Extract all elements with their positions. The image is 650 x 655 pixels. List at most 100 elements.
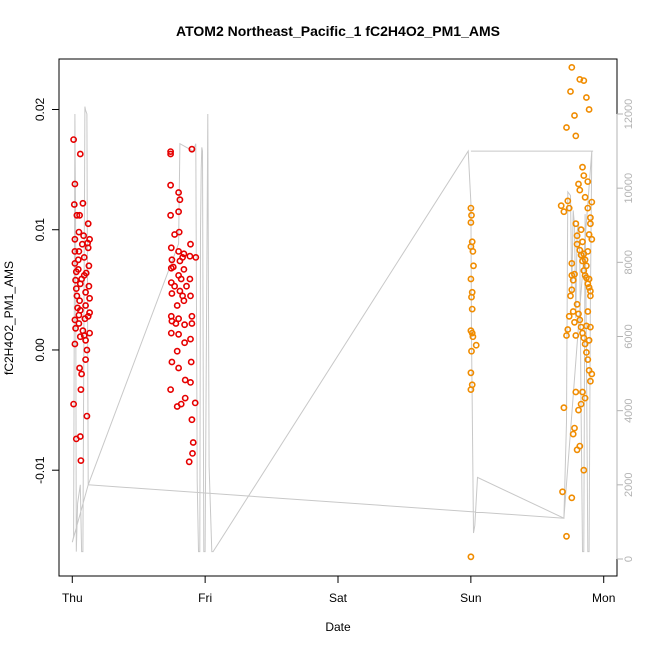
altitude-line-layer: [71, 106, 594, 553]
data-point: [585, 231, 593, 238]
data-point: [79, 327, 87, 335]
y-tick-label: -0.01: [33, 456, 47, 484]
data-point: [577, 226, 585, 234]
data-point: [78, 275, 85, 283]
data-point: [83, 412, 91, 420]
data-point: [189, 439, 197, 446]
data-point: [179, 253, 186, 261]
data-point: [79, 199, 87, 207]
data-point: [564, 326, 572, 333]
data-point: [173, 347, 181, 355]
data-point: [168, 256, 176, 264]
data-point: [187, 358, 195, 366]
data-point: [565, 204, 573, 212]
data-point: [557, 202, 565, 210]
data-point: [191, 399, 199, 407]
data-point: [80, 253, 88, 261]
data-point: [167, 150, 174, 158]
data-point: [181, 394, 189, 402]
data-point: [575, 406, 582, 414]
chart-title: ATOM2 Northeast_Pacific_1 fC2H4O2_PM1_AM…: [176, 23, 500, 39]
data-point: [76, 297, 83, 305]
data-point: [82, 356, 89, 363]
data-point: [575, 310, 582, 318]
data-point: [581, 256, 589, 264]
data-point: [180, 297, 188, 305]
data-point: [467, 275, 475, 283]
data-point: [565, 312, 573, 320]
y2-axis-right: 0 2000 4000 6000 8000 10000 12000: [616, 99, 635, 562]
x-axis-label: Date: [325, 620, 351, 634]
data-point: [186, 252, 194, 260]
data-point: [564, 197, 572, 205]
data-point: [467, 204, 475, 212]
data-point: [563, 532, 570, 540]
data-point: [572, 132, 580, 140]
data-point: [568, 64, 576, 71]
data-point: [569, 308, 577, 315]
data-point: [568, 494, 576, 502]
y2-tick-label: 0: [623, 556, 635, 562]
data-point: [78, 370, 85, 378]
data-point: [70, 136, 77, 143]
data-point: [167, 181, 174, 189]
y2-tick-label: 4000: [623, 398, 635, 422]
data-point: [73, 292, 81, 300]
data-point: [76, 150, 84, 158]
data-point: [86, 329, 93, 337]
data-point: [573, 232, 581, 240]
data-point: [167, 386, 174, 393]
data-point: [175, 208, 182, 216]
data-point: [585, 106, 593, 113]
data-point: [579, 163, 586, 171]
data-point: [71, 235, 79, 243]
data-point: [71, 340, 79, 348]
data-point: [584, 308, 592, 315]
x-axis: Thu Fri Sat Sun Mon: [62, 575, 615, 605]
data-point: [169, 263, 177, 271]
data-point: [187, 378, 194, 386]
y2-tick-label: 2000: [623, 473, 635, 497]
data-point: [581, 394, 589, 402]
data-point: [583, 262, 590, 270]
data-point: [85, 262, 93, 270]
y2-tick-label: 6000: [623, 324, 635, 348]
data-point: [584, 204, 592, 212]
y-tick-label: 0.02: [33, 97, 47, 121]
data-point: [168, 358, 176, 366]
data-point: [181, 339, 188, 347]
data-point: [559, 488, 566, 496]
y-tick-label: 0.00: [33, 338, 47, 362]
data-point: [71, 259, 79, 267]
data-point: [468, 211, 475, 219]
data-point: [469, 333, 477, 341]
data-point: [584, 178, 592, 185]
data-point: [588, 370, 596, 378]
data-point: [86, 309, 93, 317]
data-point: [75, 228, 83, 236]
data-point: [83, 346, 91, 354]
data-point: [71, 316, 79, 324]
data-point: [167, 279, 175, 286]
data-point: [560, 208, 568, 216]
data-point: [575, 180, 582, 188]
data-point: [588, 198, 596, 206]
data-point: [71, 180, 79, 188]
data-point: [580, 172, 588, 179]
data-point: [86, 294, 93, 302]
data-point: [167, 211, 174, 219]
data-point: [188, 312, 196, 320]
data-point: [168, 290, 176, 297]
x-tick-label: Fri: [198, 591, 212, 605]
data-point: [568, 271, 576, 279]
data-point: [467, 553, 475, 561]
data-point: [579, 388, 586, 396]
data-point: [584, 356, 592, 363]
data-point: [569, 430, 577, 438]
data-point: [82, 336, 89, 344]
data-point: [82, 269, 90, 277]
data-point: [75, 320, 83, 327]
data-point: [84, 312, 92, 320]
